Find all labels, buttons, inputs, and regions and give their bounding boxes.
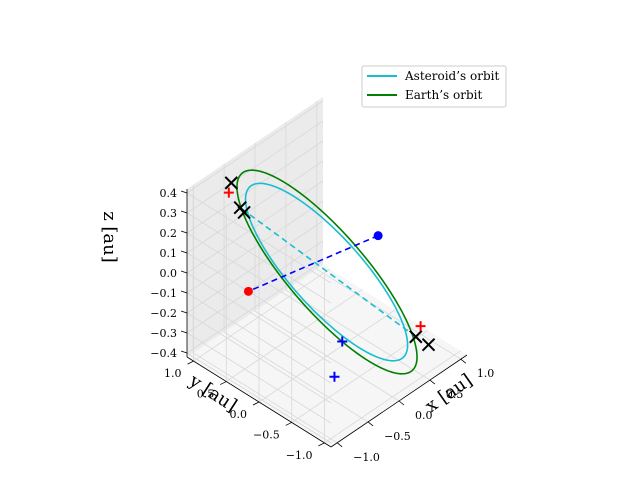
plus-marker <box>337 336 348 347</box>
grid-z-back <box>186 220 324 314</box>
grid-z-back <box>186 260 324 354</box>
z-tick-label: 0.1 <box>160 247 178 260</box>
x-tick-mark <box>398 400 405 406</box>
point-marker <box>373 231 383 241</box>
x-tick-label: −1.0 <box>353 451 380 464</box>
grid-z-back <box>186 240 324 334</box>
legend-box <box>361 65 507 108</box>
x-tick-mark <box>460 358 467 364</box>
z-tick-mark <box>180 190 188 194</box>
orbit-line <box>236 169 418 375</box>
plus-marker <box>223 187 234 198</box>
x-tick-label: 1.0 <box>477 367 495 380</box>
dashed-segment <box>248 234 379 293</box>
z-tick-mark <box>180 330 188 334</box>
grid-z-back <box>186 180 324 274</box>
grid-y-floor <box>324 350 461 444</box>
point-marker <box>243 286 253 296</box>
z-tick-label: 0.0 <box>160 267 178 280</box>
x-marker <box>237 205 251 220</box>
z-tick-mark <box>180 250 188 254</box>
grid-z-back <box>186 140 324 234</box>
grid-z-back <box>186 120 324 214</box>
grid-z-back <box>186 200 324 294</box>
z-tick-label: 0.4 <box>160 187 178 200</box>
grid-z-back <box>186 100 324 194</box>
grid-y-floor <box>193 268 330 362</box>
x-tick-mark <box>336 442 343 448</box>
z-tick-mark <box>180 230 188 234</box>
y-tick-label: −1.0 <box>286 449 313 462</box>
z-tick-mark <box>180 290 188 294</box>
z-tick-mark <box>180 310 188 314</box>
z-tick-label: 0.3 <box>160 207 178 220</box>
z-tick-mark <box>180 210 188 214</box>
x-tick-label: 0.5 <box>446 388 464 401</box>
x-tick-label: −0.5 <box>384 430 411 443</box>
legend-label-earth: Earth’s orbit <box>405 88 482 102</box>
z-tick-label: 0.2 <box>160 227 178 240</box>
y-tick-label: 0.5 <box>197 388 215 401</box>
tick-labels: −1.0 −0.5 0.0 0.5 1.0 −1.0 −0.5 0.0 0.5 1.0 −0.4 −0… <box>150 187 494 464</box>
markers-layer <box>223 176 436 382</box>
y-tick-label: 1.0 <box>164 367 182 380</box>
z-tick-label: −0.1 <box>150 287 177 300</box>
z-tick-label: −0.2 <box>150 307 177 320</box>
z-tick-mark <box>180 350 188 354</box>
x-tick-label: 0.0 <box>415 409 433 422</box>
grid-z-left <box>186 332 332 424</box>
x-marker <box>224 176 238 190</box>
y-tick-mark <box>187 360 194 365</box>
y-tick-mark <box>318 442 325 447</box>
y-tick-mark <box>220 381 227 385</box>
grid-z-left <box>186 252 332 344</box>
z-axis-label: z [au] <box>99 211 120 263</box>
z-tick-mark <box>180 270 188 274</box>
y-tick-mark <box>285 422 292 426</box>
plus-marker <box>329 371 340 382</box>
dashed-segment <box>239 207 417 338</box>
grid-z-left <box>186 312 332 404</box>
grid-z-left <box>186 212 332 304</box>
y-tick-label: −0.5 <box>253 428 280 441</box>
x-tick-mark <box>429 379 436 385</box>
grid-y-floor <box>258 309 396 403</box>
legend: Asteroid’s orbit Earth’s orbit <box>361 65 507 108</box>
grid-lines <box>186 100 462 444</box>
grid-y-floor <box>291 330 428 423</box>
z-tick-label: −0.4 <box>150 347 177 360</box>
y-tick-label: 0.0 <box>230 408 248 421</box>
grid-y-floor <box>226 289 363 382</box>
plus-marker <box>415 321 426 332</box>
x-tick-mark <box>367 421 374 427</box>
x-marker <box>409 330 423 344</box>
y-tick-mark <box>252 401 260 406</box>
grid-z-left <box>186 352 332 444</box>
grid-z-back <box>186 160 324 254</box>
grid-z-left <box>186 292 332 384</box>
orbit-line <box>244 182 409 362</box>
x-marker <box>421 337 436 352</box>
z-tick-label: −0.3 <box>150 327 177 340</box>
legend-label-asteroid: Asteroid’s orbit <box>404 69 499 83</box>
grid-z-left <box>186 272 332 364</box>
series-layer <box>236 169 418 375</box>
